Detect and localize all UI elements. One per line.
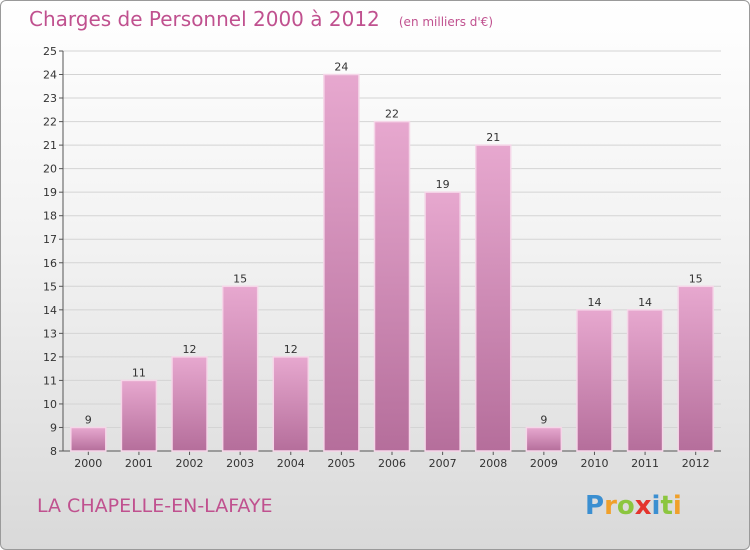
x-tick-label: 2004 xyxy=(277,457,305,470)
chart-title-block: Charges de Personnel 2000 à 2012 (en mil… xyxy=(29,7,493,31)
y-tick-label: 16 xyxy=(43,257,57,270)
bar-value-label: 14 xyxy=(587,296,601,309)
brand-letter: t xyxy=(660,491,673,521)
y-tick-label: 9 xyxy=(50,421,57,434)
bar-value-label: 9 xyxy=(85,413,92,426)
bar xyxy=(626,309,664,452)
x-tick-label: 2008 xyxy=(479,457,507,470)
bar-value-label: 22 xyxy=(385,108,399,121)
brand-letter: x xyxy=(634,491,652,521)
x-tick-label: 2001 xyxy=(125,457,153,470)
bar xyxy=(70,426,107,452)
y-tick-label: 19 xyxy=(43,186,57,199)
y-tick-label: 14 xyxy=(43,304,57,317)
bar-value-label: 15 xyxy=(689,272,703,285)
bar-value-label: 15 xyxy=(233,272,247,285)
brand-letter: i xyxy=(672,491,682,521)
brand-letter: P xyxy=(585,491,605,521)
y-tick-label: 21 xyxy=(43,139,57,152)
bar xyxy=(323,73,360,452)
bar-value-label: 9 xyxy=(540,413,547,426)
chart-unit-note: (en milliers d'€) xyxy=(398,15,493,29)
bars xyxy=(70,73,714,452)
bar-value-label: 19 xyxy=(436,178,450,191)
y-tick-label: 20 xyxy=(43,163,57,176)
bar xyxy=(576,309,613,452)
x-tick-label: 2009 xyxy=(530,457,558,470)
brand-letter: i xyxy=(651,491,661,521)
y-tick-label: 15 xyxy=(43,280,57,293)
y-tick-label: 10 xyxy=(43,398,57,411)
bar xyxy=(120,379,158,452)
y-tick-label: 22 xyxy=(43,116,57,129)
bar xyxy=(424,191,461,452)
x-tick-label: 2007 xyxy=(429,457,457,470)
brand-letter: o xyxy=(616,491,635,521)
bar xyxy=(677,285,714,452)
y-tick-label: 17 xyxy=(43,233,57,246)
y-tick-label: 8 xyxy=(50,445,57,458)
y-tick-label: 12 xyxy=(43,351,57,364)
y-tick-label: 18 xyxy=(43,210,57,223)
x-tick-label: 2005 xyxy=(327,457,355,470)
bar-value-label: 14 xyxy=(638,296,652,309)
bar-value-label: 11 xyxy=(132,366,146,379)
y-tick-label: 13 xyxy=(43,327,57,340)
bar-value-label: 21 xyxy=(486,131,500,144)
bar xyxy=(474,144,512,452)
bar-value-label: 12 xyxy=(183,343,197,356)
bar xyxy=(221,285,259,452)
x-tick-label: 2011 xyxy=(631,457,659,470)
labels: 8 9 10 11 12 13 14 15 16 17 18 19 20 21 22 23 24 25 9 2000 1… xyxy=(43,45,710,470)
y-tick-label: 25 xyxy=(43,45,57,58)
x-tick-label: 2002 xyxy=(176,457,204,470)
x-tick-label: 2003 xyxy=(226,457,254,470)
proxiti-logo[interactable]: Proxiti xyxy=(585,491,682,521)
bar xyxy=(171,356,208,452)
bar xyxy=(272,356,310,452)
y-tick-label: 24 xyxy=(43,69,57,82)
bar xyxy=(373,120,411,452)
brand-letter: r xyxy=(604,491,617,521)
commune-name: LA CHAPELLE-EN-LAFAYE xyxy=(37,495,273,517)
chart-title: Charges de Personnel 2000 à 2012 xyxy=(29,7,380,31)
bar-value-label: 24 xyxy=(334,61,348,74)
y-tick-label: 23 xyxy=(43,92,57,105)
x-tick-label: 2006 xyxy=(378,457,406,470)
bar-value-label: 12 xyxy=(284,343,298,356)
x-tick-label: 2000 xyxy=(74,457,102,470)
x-tick-label: 2010 xyxy=(580,457,608,470)
y-tick-label: 11 xyxy=(43,374,57,387)
x-tick-label: 2012 xyxy=(682,457,710,470)
bar xyxy=(525,426,563,452)
